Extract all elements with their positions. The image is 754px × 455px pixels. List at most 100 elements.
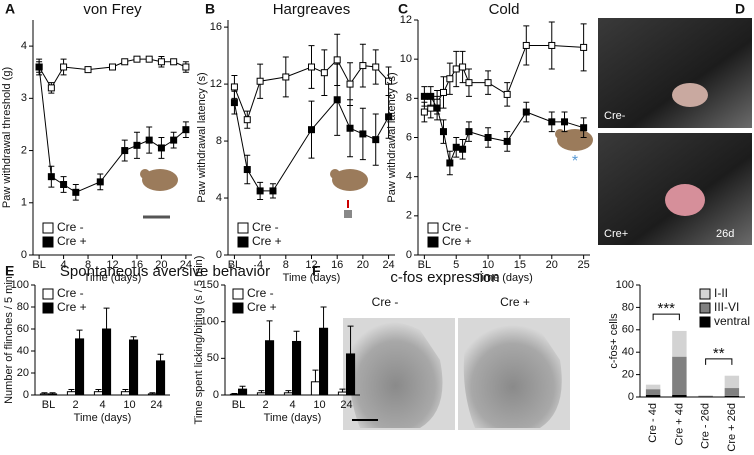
x-tick-label: 20: [357, 259, 369, 271]
x-tick-label: 24: [340, 399, 352, 411]
x-tick-label: 12: [305, 259, 317, 271]
legend-label: III-VI: [714, 300, 739, 314]
error-bar: [266, 320, 273, 341]
error-bar: [76, 329, 83, 339]
marker: [452, 143, 460, 151]
marker: [47, 84, 55, 92]
y-axis-label: Paw withdrawal latency (s): [386, 72, 398, 202]
significance-bracket: [652, 313, 680, 321]
legend-label: Cre +: [252, 234, 282, 248]
x-tick-label: 24: [382, 259, 394, 271]
x-tick-label: Cre + 4d: [673, 403, 685, 446]
marker: [157, 144, 165, 152]
panel-letter: B: [205, 1, 215, 17]
marker: [420, 108, 428, 116]
y-tick-label: 20: [622, 369, 634, 381]
photo: [598, 18, 752, 128]
bar: [346, 353, 356, 396]
marker: [109, 63, 116, 71]
x-tick-label: BL: [418, 259, 431, 271]
x-tick-label: 4: [99, 399, 105, 411]
marker: [522, 41, 530, 49]
marker: [427, 92, 435, 100]
y-tick-label: 60: [17, 323, 29, 335]
x-tick-label: 10: [123, 399, 135, 411]
photo-caption: Cre+: [604, 228, 628, 240]
x-tick-label: BL: [42, 399, 55, 411]
y-axis-label: Number of flinches / 5 min: [3, 276, 15, 404]
x-tick-label: 4: [61, 259, 67, 271]
bar: [337, 391, 347, 396]
mouse-icon: *: [140, 129, 593, 219]
legend-swatch: [232, 302, 244, 314]
bar: [66, 391, 77, 396]
bar-segment: [724, 395, 740, 397]
marker: [35, 63, 43, 71]
x-tick-label: 25: [578, 259, 590, 271]
marker: [385, 113, 393, 121]
marker: [385, 77, 393, 85]
marker: [439, 128, 447, 136]
y-axis-label: c-fos+ cells: [608, 313, 620, 369]
marker: [548, 118, 556, 126]
panel-letter: E: [5, 263, 14, 279]
marker: [60, 63, 68, 71]
x-tick-label: 16: [131, 259, 143, 271]
y-axis-label: Paw withdrawal threshold (g): [1, 67, 13, 208]
y-tick-label: 12: [400, 14, 412, 26]
bar: [48, 393, 58, 396]
y-tick-label: 2: [21, 144, 27, 156]
legend-swatch: [427, 222, 439, 234]
bar: [319, 327, 329, 396]
y-tick-label: 6: [406, 131, 412, 143]
bar: [39, 393, 50, 396]
bar-segment: [672, 356, 687, 395]
x-tick-label: 5: [453, 259, 459, 271]
bar: [310, 381, 320, 396]
legend-swatch: [427, 236, 439, 248]
legend-label: Cre -: [57, 220, 84, 234]
significance-label: ***: [657, 300, 675, 317]
bar-segment: [698, 396, 713, 397]
legend-label: Cre -: [247, 286, 274, 300]
marker: [308, 63, 315, 71]
bar-segment: [698, 395, 713, 396]
bar: [292, 340, 302, 396]
marker: [484, 79, 492, 87]
bar-segment: [645, 389, 661, 395]
x-tick-label: 8: [85, 259, 91, 271]
svg-text:*: *: [572, 153, 578, 170]
marker: [548, 41, 556, 49]
x-tick-label: Cre + 26d: [726, 403, 738, 452]
series-line: [233, 98, 390, 192]
y-tick-label: 8: [216, 135, 222, 147]
panel-letter: A: [5, 1, 15, 17]
y-tick-label: 100: [11, 279, 29, 291]
marker: [170, 136, 178, 144]
chart-title: von Frey: [83, 1, 142, 18]
y-tick-label: 4: [216, 192, 222, 204]
y-tick-label: 60: [622, 324, 634, 336]
bar: [120, 391, 131, 396]
y-tick-label: 8: [406, 92, 412, 104]
legend-swatch: [42, 222, 54, 234]
y-tick-label: 0: [406, 249, 412, 261]
y-tick-label: 20: [17, 367, 29, 379]
y-axis-label: Paw withdrawal latency (s): [196, 72, 208, 202]
marker: [561, 118, 569, 126]
y-tick-label: 0: [23, 389, 29, 401]
x-tick-label: 20: [155, 259, 167, 271]
y-axis-label: Time spent licking/biting (s / 5 min): [193, 256, 205, 425]
tissue: [463, 325, 562, 428]
marker: [465, 79, 473, 87]
x-tick-label: 10: [313, 399, 325, 411]
y-tick-label: 0: [628, 391, 634, 403]
legend-label: Cre -: [57, 286, 84, 300]
bar-segment: [645, 384, 661, 390]
marker: [503, 137, 511, 145]
marker: [346, 80, 354, 88]
legend-swatch: [232, 288, 244, 300]
marker: [96, 178, 104, 186]
marker: [47, 173, 55, 181]
